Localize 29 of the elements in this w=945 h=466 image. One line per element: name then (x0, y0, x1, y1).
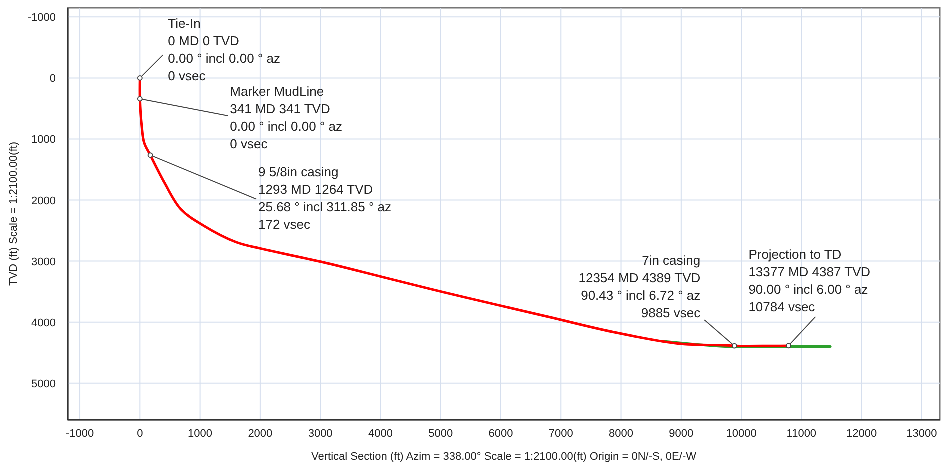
x-tick-label: 8000 (609, 428, 634, 440)
annotation: Projection to TD 13377 MD 4387 TVD 90.00 ° incl 6.00 ° az 10784 vsec (748, 246, 871, 314)
x-tick-label: 2000 (248, 428, 273, 440)
x-tick-label: 6000 (488, 428, 514, 440)
y-tick-label: 2000 (32, 195, 56, 208)
y-axis-title: TVD (ft) Scale = 1:2100.00(ft) (8, 142, 20, 286)
annotation: Tie-In 0 MD 0 TVD 0.00 ° incl 0.00 ° az 0 vsec (168, 16, 280, 84)
x-tick-label: 13000 (906, 428, 938, 440)
y-tick-label: -1000 (28, 12, 56, 24)
y-tick-label: 0 (50, 73, 56, 86)
annotation: 7in casing 12354 MD 4389 TVD 90.43 ° incl 6.72 ° az 9885 vsec (578, 253, 702, 321)
annotation: 9 5/8in casing 1293 MD 1264 TVD 25.68 ° incl 311.85 ° az 172 vsec (258, 164, 392, 232)
x-tick-label: 10000 (726, 428, 757, 440)
y-tick-label: 5000 (32, 378, 56, 390)
annotation: Marker MudLine 341 MD 341 TVD 0.00 ° incl 0.00 ° az 0 vsec (230, 84, 342, 152)
x-tick-label: 7000 (548, 428, 574, 440)
x-tick-label: 4000 (368, 428, 393, 440)
x-tick-label: 3000 (308, 428, 333, 440)
y-tick-label: 3000 (32, 256, 56, 268)
x-tick-label: 1000 (188, 428, 213, 440)
x-tick-label: 11000 (786, 428, 817, 440)
x-tick-label: 0 (137, 428, 144, 440)
x-tick-label: -1000 (66, 428, 94, 440)
x-tick-label: 5000 (428, 428, 454, 440)
x-axis-title: Vertical Section (ft) Azim = 338.00° Scale = 1:2100.00(ft) Origin = 0N/-S, 0E/-W (312, 451, 698, 463)
x-tick-label: 9000 (669, 428, 694, 440)
y-tick-label: 4000 (32, 317, 56, 330)
x-tick-label: 12000 (846, 428, 878, 440)
y-tick-label: 1000 (32, 134, 56, 146)
